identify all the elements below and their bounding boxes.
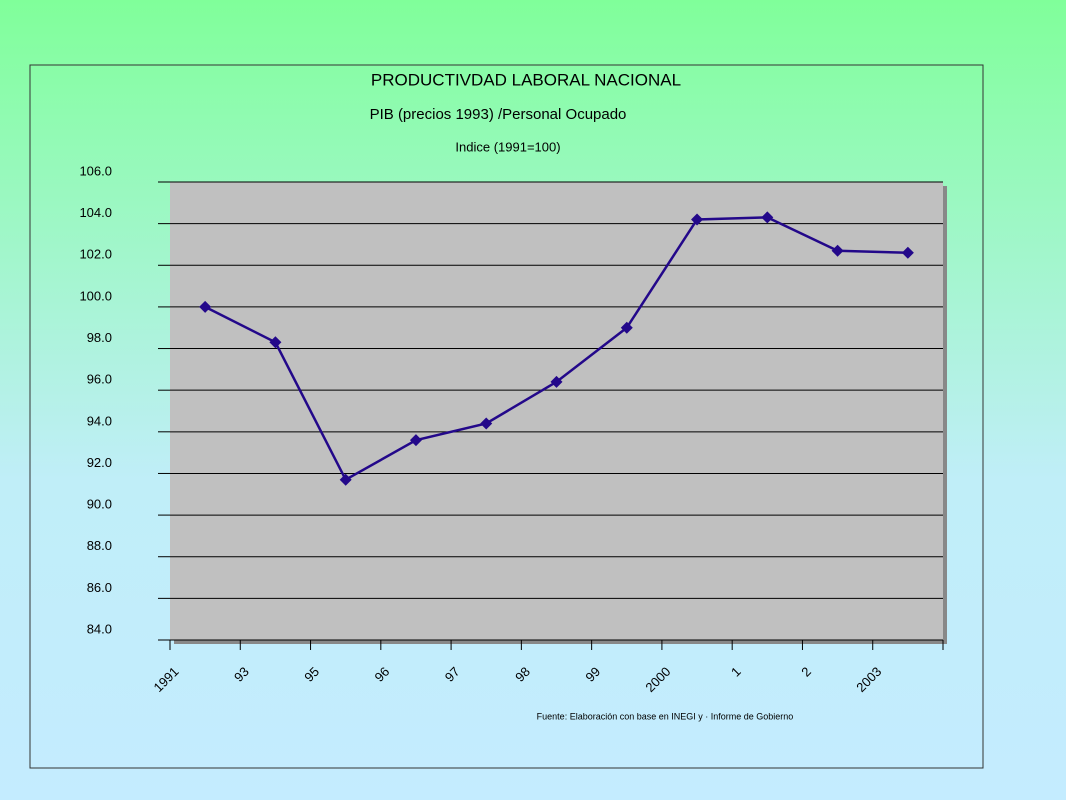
data-marker — [691, 213, 704, 226]
y-tick-label: 86.0 — [87, 580, 112, 595]
x-tick-label: 96 — [372, 664, 393, 685]
plot-area — [170, 182, 943, 640]
x-tick-label: 97 — [442, 664, 463, 685]
data-marker — [620, 321, 633, 334]
y-tick-label: 90.0 — [87, 497, 112, 512]
data-marker — [409, 434, 422, 447]
y-tick-label: 98.0 — [87, 330, 112, 345]
y-axis-label: Indice (1991=100) — [455, 139, 560, 154]
data-marker — [199, 300, 212, 313]
chart-title: PRODUCTIVDAD LABORAL NACIONAL — [371, 70, 681, 89]
x-tick-label: 1 — [728, 664, 744, 680]
x-tick-label: 98 — [512, 664, 533, 685]
y-tick-label: 104.0 — [79, 205, 112, 220]
data-marker — [550, 375, 563, 388]
data-marker — [480, 417, 493, 430]
x-tick-label: 2 — [798, 664, 814, 680]
x-tick-label: 95 — [301, 664, 322, 685]
data-marker — [269, 336, 282, 349]
x-tick-label: 2003 — [853, 664, 884, 695]
y-tick-label: 100.0 — [79, 288, 112, 303]
x-tick-label: 1991 — [151, 664, 182, 695]
data-marker — [901, 246, 914, 259]
y-tick-label: 88.0 — [87, 538, 112, 553]
y-tick-label: 102.0 — [79, 247, 112, 262]
y-tick-label: 92.0 — [87, 455, 112, 470]
y-tick-label: 106.0 — [79, 163, 112, 178]
y-tick-label: 96.0 — [87, 372, 112, 387]
x-tick-label: 99 — [582, 664, 603, 685]
data-marker — [761, 211, 774, 224]
source-note: Fuente: Elaboración con base en INEGI y … — [537, 711, 794, 721]
data-marker — [339, 473, 352, 486]
chart-frame — [29, 64, 984, 769]
data-marker — [831, 244, 844, 257]
x-tick-label: 2000 — [642, 664, 673, 695]
y-tick-label: 84.0 — [87, 621, 112, 636]
x-tick-label: 93 — [231, 664, 252, 685]
y-tick-label: 94.0 — [87, 413, 112, 428]
chart-subtitle: PIB (precios 1993) /Personal Ocupado — [370, 106, 627, 123]
